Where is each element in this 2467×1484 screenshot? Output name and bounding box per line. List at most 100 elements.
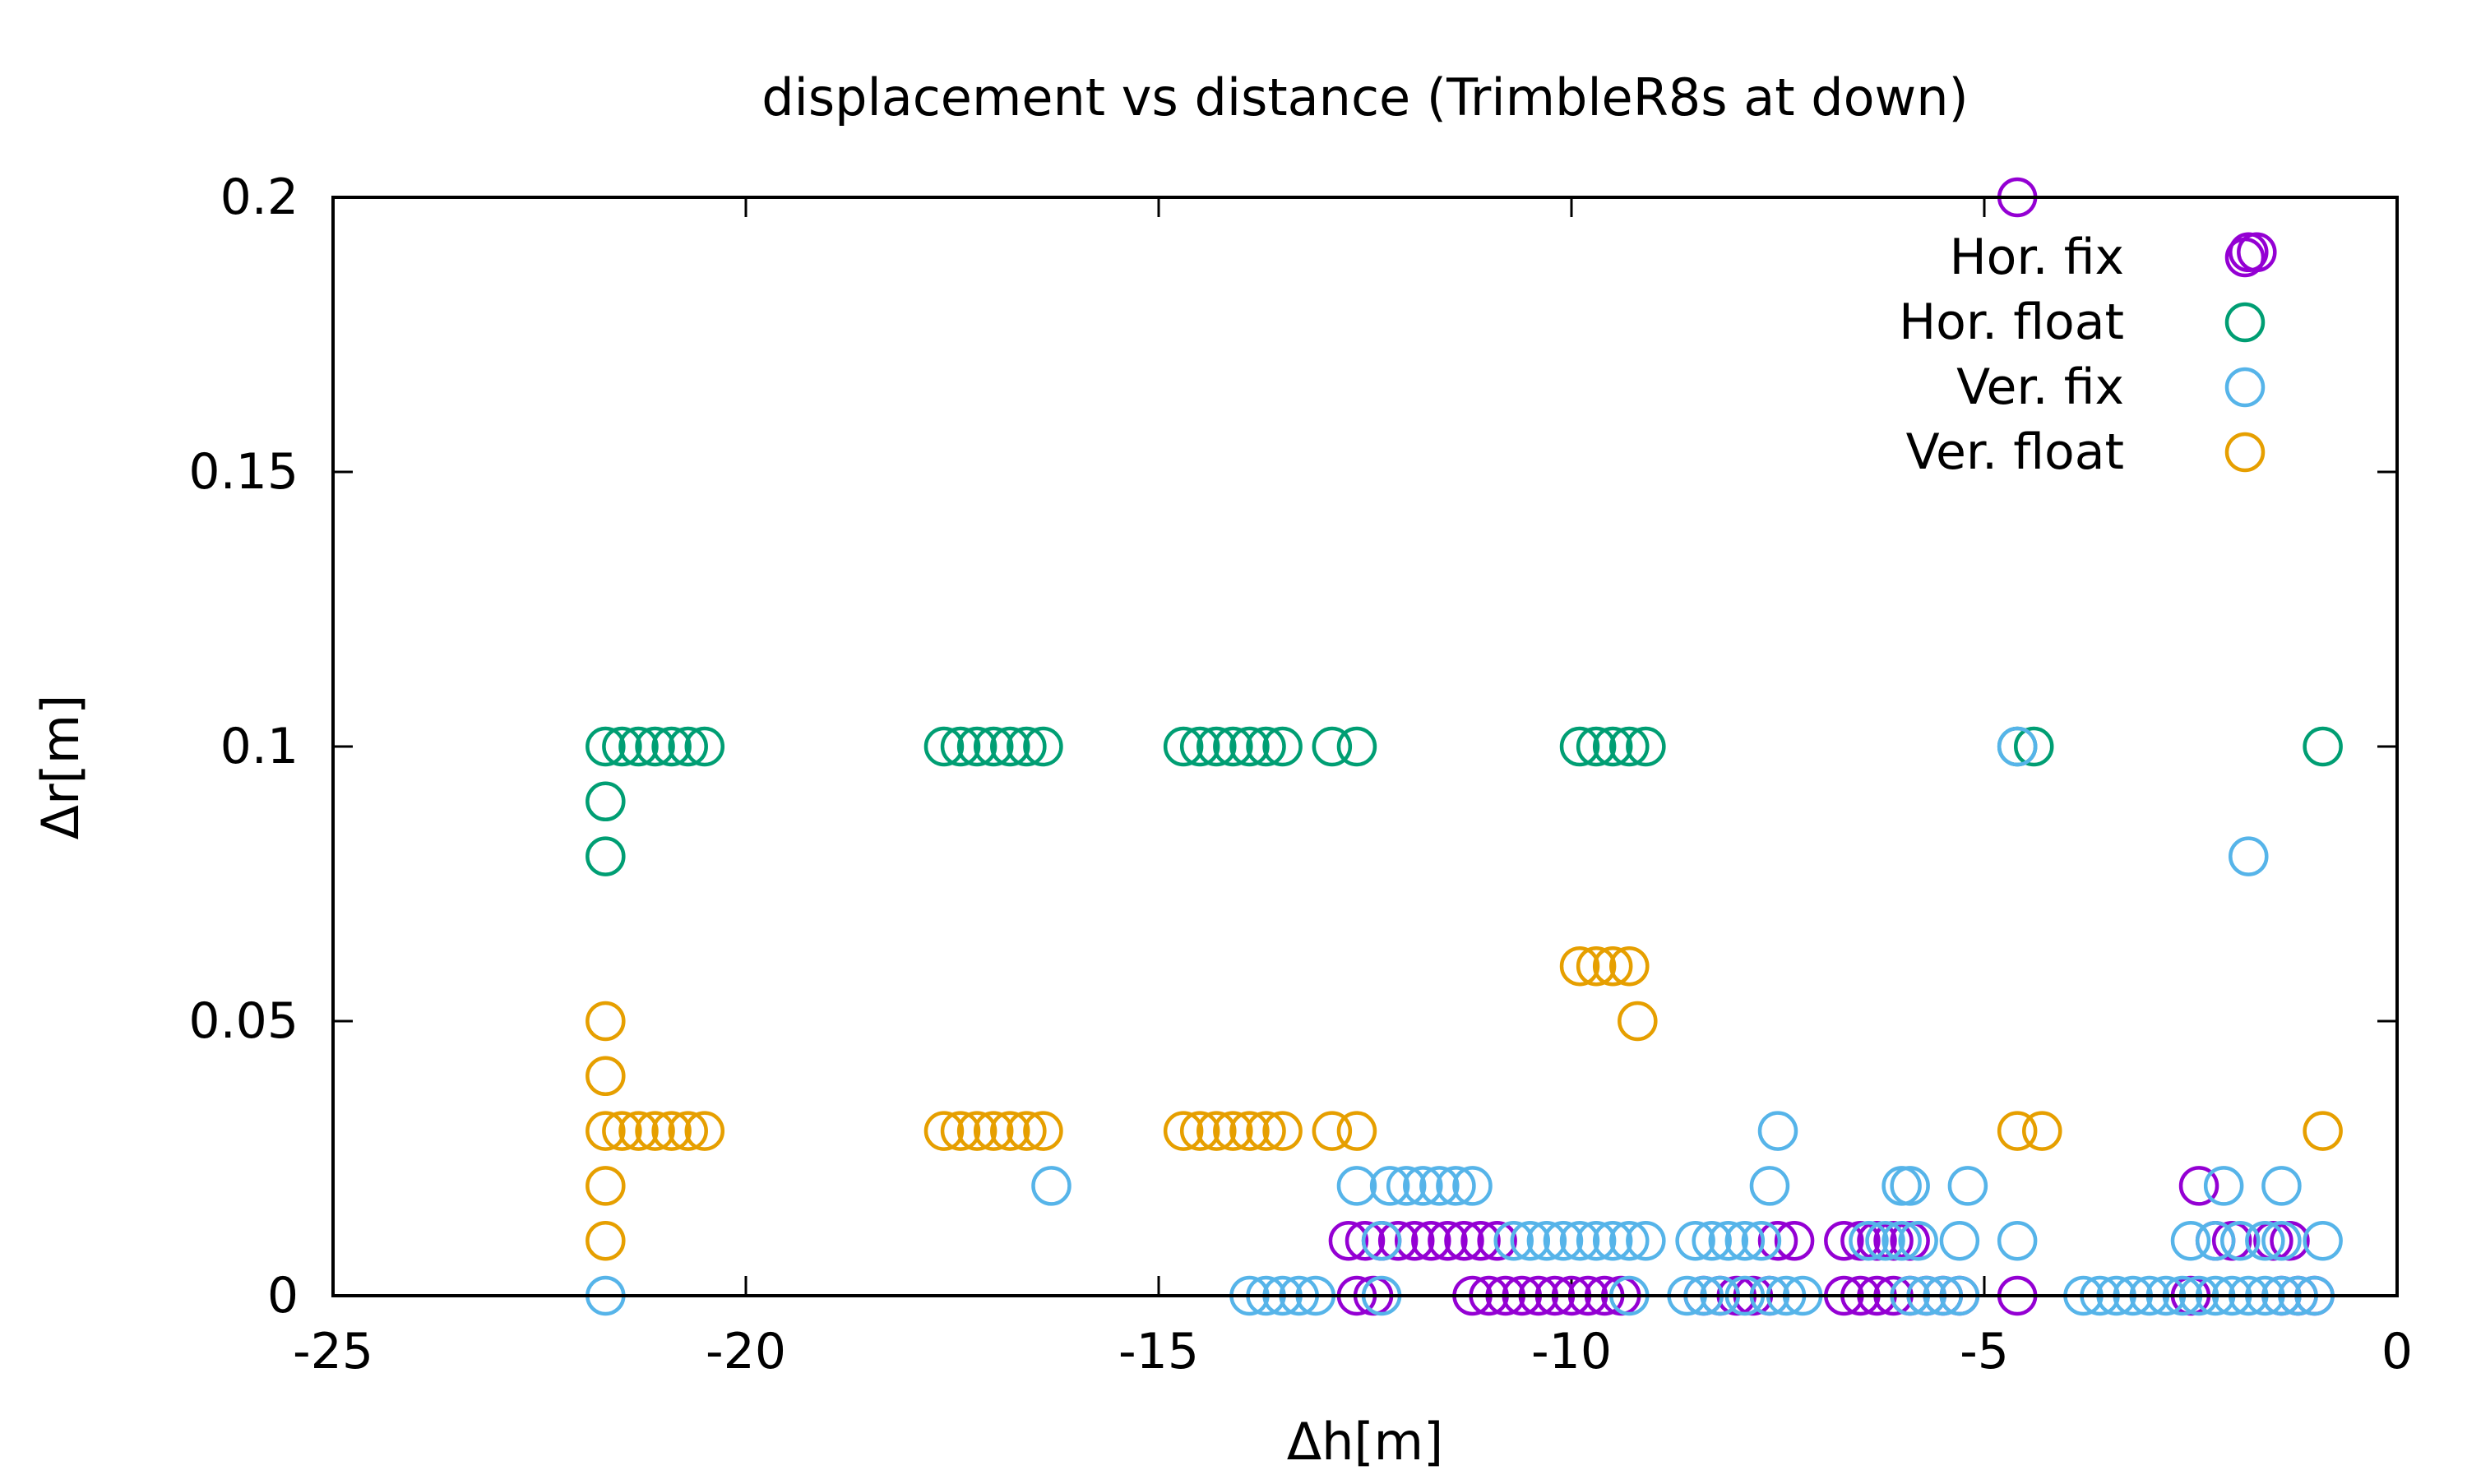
data-point <box>1592 945 1633 987</box>
data-point <box>1377 1220 1419 1261</box>
y-tick-label: 0 <box>267 1267 299 1325</box>
data-point <box>1007 1111 1047 1151</box>
data-point <box>1007 726 1047 767</box>
legend-marker <box>2224 302 2266 343</box>
data-point <box>1824 1220 1864 1261</box>
data-point <box>1403 1166 1443 1206</box>
data-point <box>1576 945 1617 987</box>
data-point <box>1510 1220 1551 1261</box>
data-point <box>2195 1220 2236 1261</box>
data-point <box>2303 726 2343 767</box>
y-tick-label: 0.05 <box>188 992 299 1050</box>
data-point <box>586 781 626 822</box>
data-point <box>586 726 626 767</box>
legend-label: Ver. fix <box>1956 358 2124 416</box>
data-point <box>923 726 965 767</box>
data-point <box>1526 1220 1567 1261</box>
data-point <box>1444 1220 1484 1261</box>
data-point <box>1196 726 1237 767</box>
data-point <box>1229 726 1270 767</box>
data-point <box>1708 1220 1749 1261</box>
data-point <box>1849 1220 1889 1261</box>
data-point <box>1246 1111 1286 1151</box>
data-point <box>2261 1166 2302 1206</box>
data-point <box>1559 945 1600 987</box>
x-tick-label: -5 <box>1960 1323 2009 1380</box>
data-point <box>2219 1220 2261 1261</box>
data-point <box>1692 1220 1732 1261</box>
data-point <box>1229 1111 1270 1151</box>
data-point <box>1345 1220 1386 1261</box>
plot-frame <box>331 196 2399 1297</box>
data-point <box>2022 1111 2062 1151</box>
data-point <box>1997 1220 2038 1261</box>
data-point <box>1881 1220 1922 1261</box>
data-point <box>2229 836 2269 876</box>
data-point <box>1023 726 1063 767</box>
data-point <box>1997 726 2038 767</box>
data-point <box>1452 1166 1493 1206</box>
data-point <box>635 1111 675 1151</box>
data-point <box>1336 1111 1377 1151</box>
data-point <box>1196 1111 1237 1151</box>
y-axis-label: Δr[m] <box>30 695 90 840</box>
y-tick-label: 0.1 <box>220 718 299 775</box>
series-2 <box>586 726 2343 1316</box>
data-point <box>1386 1166 1427 1206</box>
data-point <box>1336 726 1377 767</box>
data-point <box>2245 1220 2285 1261</box>
data-point <box>940 726 981 767</box>
data-point <box>1576 1220 1617 1261</box>
data-point <box>1675 1220 1715 1261</box>
y-tick-label: 0.2 <box>220 169 299 226</box>
legend-marker <box>2224 432 2266 473</box>
data-point <box>635 726 675 767</box>
data-point <box>956 726 997 767</box>
data-point <box>973 726 1014 767</box>
data-point <box>1609 726 1650 767</box>
data-point <box>586 1166 626 1206</box>
data-point <box>956 1111 997 1151</box>
x-tick-label: -25 <box>293 1323 373 1380</box>
data-point <box>1626 1220 1666 1261</box>
x-tick-label: -10 <box>1531 1323 1612 1380</box>
data-point <box>1881 1166 1922 1206</box>
data-point <box>1898 1220 1938 1261</box>
legend-marker <box>2224 367 2266 408</box>
data-point <box>1163 1111 1204 1151</box>
data-point <box>1493 1220 1534 1261</box>
data-point <box>1179 726 1220 767</box>
legend-marker <box>2224 237 2266 278</box>
x-tick-label: -15 <box>1118 1323 1199 1380</box>
x-tick-label: -20 <box>706 1323 786 1380</box>
data-point <box>1939 1220 1980 1261</box>
data-point <box>1559 726 1600 767</box>
series-0 <box>1328 177 2335 1316</box>
data-point <box>586 1001 626 1042</box>
data-point <box>1179 1111 1220 1151</box>
data-point <box>1411 1220 1451 1261</box>
data-point <box>1336 1166 1377 1206</box>
data-point <box>2178 1166 2219 1206</box>
data-point <box>586 1111 626 1151</box>
data-point <box>1576 726 1617 767</box>
data-point <box>618 726 659 767</box>
data-point <box>1369 1166 1410 1206</box>
data-point <box>586 1056 626 1097</box>
y-axis-ticks: 0 0.05 0.1 0.15 0.2 <box>188 169 2397 1325</box>
series-3 <box>586 945 2343 1261</box>
data-point <box>1246 726 1286 767</box>
data-point <box>1361 1220 1402 1261</box>
data-point <box>1609 945 1650 987</box>
data-point <box>1947 1166 1988 1206</box>
data-point <box>1997 1111 2038 1151</box>
data-point <box>651 726 692 767</box>
data-point <box>1626 726 1666 767</box>
data-point <box>1757 1220 1798 1261</box>
data-point <box>684 1111 725 1151</box>
data-point <box>1592 1220 1633 1261</box>
data-point <box>2303 1220 2343 1261</box>
data-point <box>2170 1220 2211 1261</box>
